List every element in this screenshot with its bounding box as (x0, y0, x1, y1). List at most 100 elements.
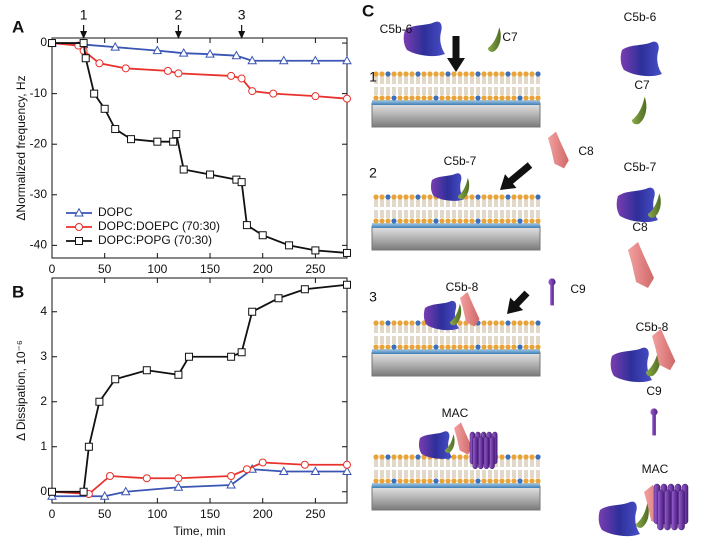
marker (343, 248, 351, 257)
mac-pore (664, 489, 671, 531)
legend-label: MAC (642, 462, 669, 476)
diagram-label: C9 (570, 282, 586, 296)
panel-label: B (12, 282, 24, 301)
lipid-head (427, 478, 433, 484)
lipid-head (427, 194, 433, 200)
y-tick-label: 2 (40, 394, 47, 408)
diagram-label: C5b-6 (380, 22, 413, 36)
lipid-head (493, 478, 499, 484)
substrate (371, 225, 541, 251)
lipid-tails (416, 459, 420, 478)
lipid-head (505, 320, 511, 326)
lipid-tails (422, 459, 426, 478)
lipid-head (463, 454, 469, 460)
x-tick-label: 250 (305, 262, 325, 276)
lipid-head (391, 478, 397, 484)
lipid-head (379, 454, 385, 460)
lipid-tails (506, 199, 510, 218)
marker (343, 460, 351, 469)
lipid-head (523, 478, 529, 484)
lipid-head (373, 194, 379, 200)
lipid-head (511, 454, 517, 460)
lipid-tails (482, 76, 486, 95)
lipid-head (499, 478, 505, 484)
lipid-head (439, 478, 445, 484)
lipid-head (529, 95, 535, 101)
lipid-tails (380, 199, 384, 218)
lipid-head (487, 194, 493, 200)
lipid-head (463, 478, 469, 484)
lipid-head (385, 194, 391, 200)
lipid-head (457, 454, 463, 460)
x-tick-label: 50 (98, 507, 112, 521)
marker (75, 237, 83, 245)
lipid-tails (422, 325, 426, 344)
marker (127, 135, 136, 144)
lipid-tails (440, 76, 444, 95)
marker (227, 352, 236, 361)
lipid-head (379, 218, 385, 224)
lipid-head (493, 320, 499, 326)
marker (90, 89, 99, 98)
marker (111, 375, 120, 384)
marker (258, 231, 267, 240)
lipid-head (409, 344, 415, 350)
marker (84, 442, 93, 451)
lipid-tails (404, 325, 408, 344)
lipid-tails (530, 76, 534, 95)
lipid-tails (434, 459, 438, 478)
lipid-head (403, 478, 409, 484)
annotation: 2 (175, 7, 183, 23)
lipid-head (379, 344, 385, 350)
lipid-head (481, 344, 487, 350)
lipid-head (385, 218, 391, 224)
lipid-head (535, 71, 541, 77)
lipid-tails (428, 325, 432, 344)
lipid-tails (386, 325, 390, 344)
c7 (488, 27, 501, 52)
c5b6 (620, 41, 662, 77)
c5b6 (616, 187, 658, 223)
lipid-head (517, 95, 523, 101)
lipid-tails (464, 325, 468, 344)
lipid-tails (470, 199, 474, 218)
lipid-head (373, 454, 379, 460)
lipid-head (505, 71, 511, 77)
lipid-tails (434, 76, 438, 95)
c9 (652, 412, 656, 436)
lipid-head (379, 478, 385, 484)
lipid-head (415, 194, 421, 200)
lipid-head (421, 71, 427, 77)
marker (248, 307, 257, 316)
lipid-head (403, 95, 409, 101)
lipid-tails (536, 459, 540, 478)
marker (300, 460, 309, 469)
lipid-tails (446, 199, 450, 218)
marker (152, 45, 163, 55)
lipid-head (463, 344, 469, 350)
legend-label: C5b-8 (636, 320, 669, 334)
lipid-head (529, 71, 535, 77)
lipid-tails (398, 325, 402, 344)
lipid-tails (458, 76, 462, 95)
lipid-head (523, 218, 529, 224)
lipid-tails (374, 325, 378, 344)
series-line (51, 461, 347, 495)
lipid-head (427, 95, 433, 101)
lipid-tails (536, 199, 540, 218)
lipid-head (499, 320, 505, 326)
lipid-head (391, 454, 397, 460)
c8 (460, 292, 480, 327)
c5b6 (430, 173, 464, 201)
lipid-head (457, 344, 463, 350)
marker (269, 89, 278, 98)
c5b6 (403, 21, 445, 57)
marker (179, 165, 188, 174)
mac-pore (678, 489, 685, 531)
lipid-tails (404, 76, 408, 95)
substrate-top (372, 483, 540, 488)
x-tick-label: 250 (305, 507, 325, 521)
lipid-head (403, 454, 409, 460)
lipid-tails (434, 199, 438, 218)
